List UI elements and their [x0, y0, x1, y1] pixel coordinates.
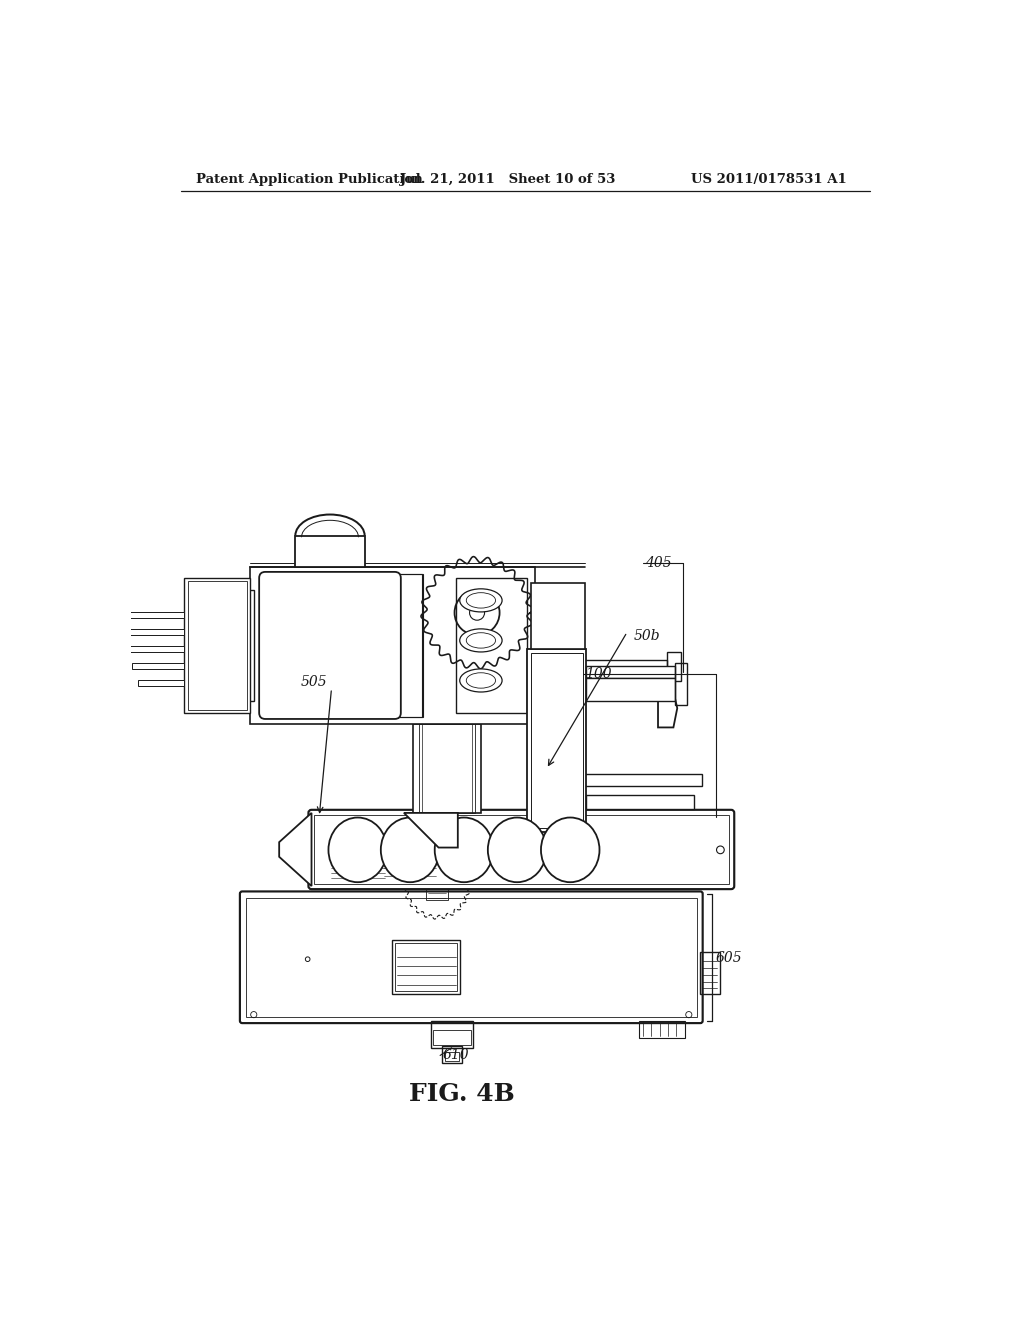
Text: 610: 610	[442, 1048, 469, 1063]
Ellipse shape	[466, 632, 496, 648]
Ellipse shape	[460, 669, 502, 692]
Bar	[114, 612, 184, 618]
Text: FIG. 4B: FIG. 4B	[409, 1082, 514, 1106]
Ellipse shape	[460, 628, 502, 652]
Bar	[346, 854, 361, 866]
Ellipse shape	[466, 593, 496, 609]
Bar	[535, 669, 575, 821]
Bar	[284, 667, 376, 701]
Bar	[412, 834, 424, 843]
Ellipse shape	[541, 817, 599, 882]
FancyBboxPatch shape	[240, 891, 702, 1023]
Bar	[579, 774, 701, 785]
Bar	[120, 628, 184, 635]
Ellipse shape	[466, 673, 496, 688]
Text: 100: 100	[585, 668, 611, 681]
Bar	[531, 667, 579, 825]
Bar	[587, 795, 694, 809]
Bar	[675, 663, 687, 705]
Polygon shape	[403, 813, 458, 847]
Bar	[531, 583, 585, 649]
Text: 505: 505	[301, 675, 328, 689]
Bar	[184, 578, 250, 713]
Ellipse shape	[381, 817, 439, 882]
FancyBboxPatch shape	[259, 572, 400, 719]
Bar	[531, 653, 583, 829]
Bar	[426, 883, 447, 900]
Bar	[132, 663, 184, 669]
Bar	[587, 665, 675, 678]
Text: 605: 605	[716, 950, 742, 965]
Bar	[392, 940, 460, 994]
Text: Patent Application Publication: Patent Application Publication	[196, 173, 423, 186]
Bar	[250, 566, 535, 725]
Bar	[138, 680, 184, 686]
Ellipse shape	[435, 817, 494, 882]
Bar	[392, 574, 422, 717]
Bar	[444, 1052, 460, 1061]
Ellipse shape	[329, 817, 387, 882]
Bar	[668, 652, 681, 681]
Ellipse shape	[487, 817, 547, 882]
Bar	[346, 834, 361, 846]
Bar	[457, 578, 527, 713]
Bar	[193, 590, 254, 701]
Bar	[579, 660, 668, 673]
Bar	[442, 1047, 462, 1063]
Bar	[246, 898, 696, 1016]
Bar	[527, 649, 587, 832]
Bar	[187, 581, 247, 710]
Text: Jul. 21, 2011   Sheet 10 of 53: Jul. 21, 2011 Sheet 10 of 53	[400, 173, 615, 186]
Bar	[639, 1020, 685, 1038]
Bar	[700, 952, 720, 994]
Polygon shape	[280, 813, 311, 886]
Bar	[126, 645, 184, 652]
Bar	[538, 743, 572, 813]
Bar	[295, 536, 365, 566]
Text: 405: 405	[645, 556, 672, 570]
Ellipse shape	[460, 589, 502, 612]
Bar	[419, 725, 475, 813]
Bar	[395, 942, 457, 991]
Bar	[313, 816, 729, 884]
FancyBboxPatch shape	[308, 810, 734, 890]
Bar	[396, 834, 410, 843]
Bar	[524, 667, 585, 681]
Bar	[413, 725, 481, 813]
Bar	[433, 1030, 471, 1045]
Bar	[394, 574, 423, 717]
Polygon shape	[658, 673, 677, 727]
Text: 50b: 50b	[634, 628, 660, 643]
Bar	[587, 678, 675, 701]
Bar	[468, 830, 481, 846]
Text: US 2011/0178531 A1: US 2011/0178531 A1	[691, 173, 847, 186]
Bar	[431, 1020, 473, 1048]
